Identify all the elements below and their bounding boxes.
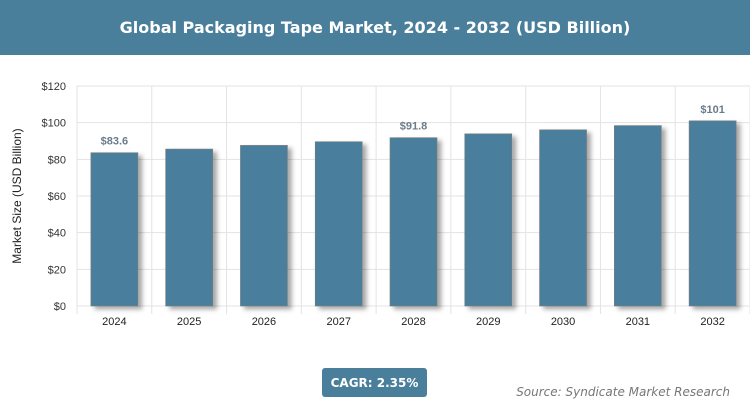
data-label: $83.6	[101, 136, 129, 148]
x-tick-label: 2028	[401, 316, 425, 328]
source-note: Source: Syndicate Market Research	[516, 385, 730, 399]
bar-2024	[90, 152, 139, 307]
y-tick-label: $0	[54, 301, 66, 313]
bar-2025	[165, 148, 213, 307]
cagr-badge: CAGR: 2.35%	[322, 368, 427, 397]
y-tick-label: $120	[42, 81, 66, 93]
x-tick-label: 2032	[700, 316, 724, 328]
y-tick-label: $80	[48, 154, 66, 166]
data-label: $91.8	[400, 121, 428, 133]
bar-2030	[539, 129, 587, 307]
y-axis-label: Market Size (USD Billion)	[10, 128, 24, 263]
x-tick-label: 2024	[102, 316, 126, 328]
x-tick-label: 2027	[326, 316, 350, 328]
y-tick-label: $100	[42, 118, 66, 130]
bar-2032	[688, 120, 737, 307]
x-tick-label: 2031	[626, 316, 650, 328]
x-tick-label: 2030	[551, 316, 575, 328]
x-tick-label: 2026	[252, 316, 276, 328]
bar-2031	[614, 125, 662, 307]
x-tick-label: 2025	[177, 316, 201, 328]
y-tick-label: $40	[48, 228, 66, 240]
data-label: $101	[700, 104, 724, 116]
bar-2029	[464, 133, 513, 307]
bar-2026	[240, 145, 288, 307]
x-tick-label: 2029	[476, 316, 500, 328]
bar-2028	[389, 137, 438, 307]
chart-title: Global Packaging Tape Market, 2024 - 203…	[0, 0, 750, 55]
bar-chart: $0 $20 $40 $60 $80 $100 $120 Market Size (USD B…	[10, 81, 750, 328]
bar-2027	[314, 141, 363, 307]
y-tick-label: $60	[48, 191, 66, 203]
y-tick-label: $20	[48, 264, 66, 276]
